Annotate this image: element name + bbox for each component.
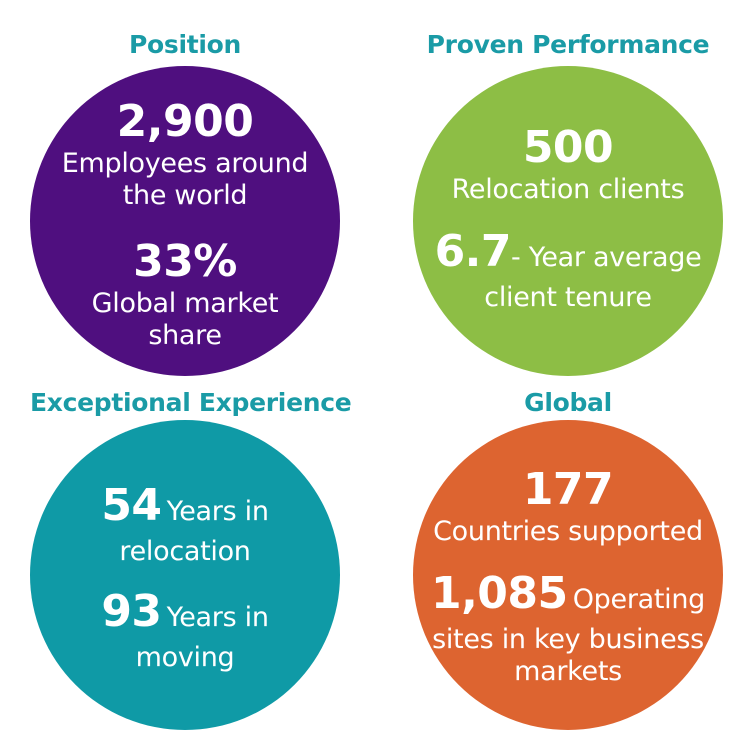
experience-heading: Exceptional Experience — [30, 388, 352, 417]
employees-label-line2: the world — [122, 180, 248, 211]
market-share-label-line2: share — [148, 320, 222, 351]
moving-years-suffix: Years in — [166, 602, 269, 633]
relocation-clients-value: 500 — [522, 122, 614, 173]
position-heading: Position — [128, 30, 242, 59]
market-share-value: 33% — [133, 236, 237, 287]
tenure-line1: 6.7- Year average — [413, 226, 723, 277]
employees-label-line1: Employees around — [61, 148, 309, 179]
employees-value: 2,900 — [116, 96, 254, 147]
market-share-label-line1: Global market — [91, 288, 279, 319]
sites-line1: 1,085 Operating — [413, 568, 723, 619]
performance-heading: Proven Performance — [426, 30, 710, 59]
sites-value: 1,085 — [430, 568, 568, 619]
moving-years-line1: 93 Years in — [30, 586, 340, 637]
tenure-label-line2: client tenure — [484, 282, 652, 313]
relocation-years-value: 54 — [101, 480, 162, 531]
global-heading: Global — [524, 388, 612, 417]
relocation-years-suffix: Years in — [166, 496, 269, 527]
countries-label: Countries supported — [433, 516, 703, 547]
sites-label-line3: markets — [514, 656, 622, 687]
sites-label-line2: sites in key business — [432, 624, 704, 655]
performance-circle: 500 Relocation clients 6.7- Year average… — [413, 66, 723, 376]
relocation-years-label-line2: relocation — [119, 536, 251, 567]
relocation-years-line1: 54 Years in — [30, 480, 340, 531]
tenure-value: 6.7 — [434, 226, 512, 277]
position-circle: 2,900 Employees around the world 33% Glo… — [30, 66, 340, 376]
relocation-clients-label: Relocation clients — [451, 174, 685, 205]
moving-years-label-line2: moving — [135, 642, 235, 673]
global-circle: 177 Countries supported 1,085 Operating … — [413, 420, 723, 730]
sites-suffix: Operating — [572, 584, 706, 615]
tenure-suffix: - Year average — [511, 242, 702, 273]
countries-value: 177 — [522, 464, 614, 515]
moving-years-value: 93 — [101, 586, 162, 637]
experience-circle: 54 Years in relocation 93 Years in movin… — [30, 420, 340, 730]
